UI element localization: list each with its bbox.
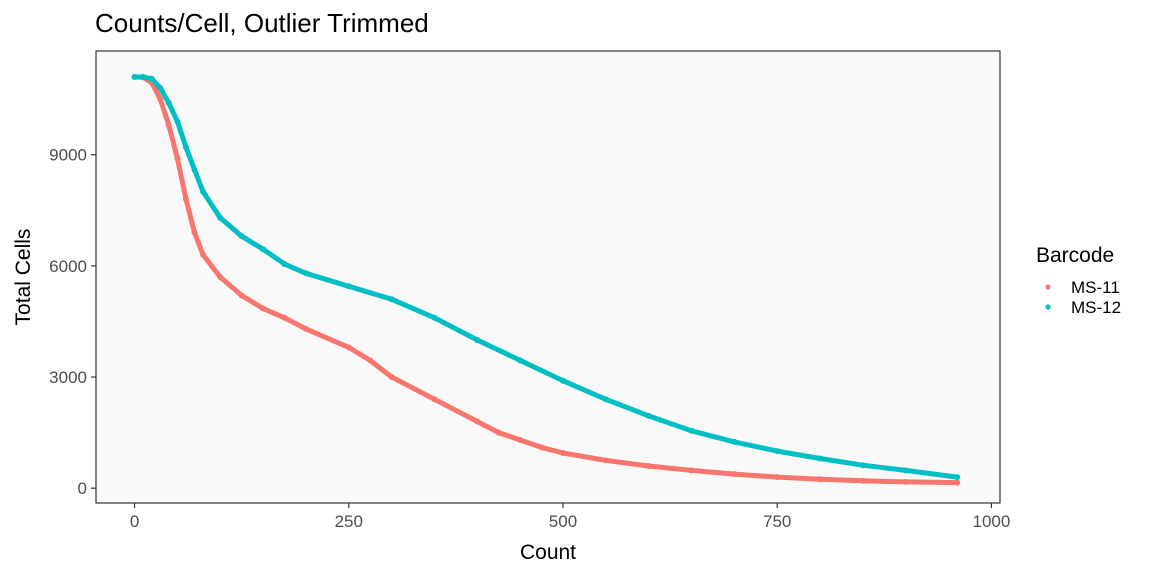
y-axis-title: Total Cells [12,229,35,326]
data-point [388,374,395,380]
data-point [645,463,652,469]
data-point [238,292,245,299]
data-point [645,412,652,419]
x-axis-title: Count [520,541,576,564]
x-axis: 0 250 500 750 1000 [130,503,1011,531]
data-point [302,270,309,277]
data-point [165,122,172,129]
data-point [191,166,198,173]
data-point [817,455,824,462]
data-point [474,418,481,425]
series-band [132,74,960,486]
data-point [174,118,181,125]
legend-label: MS-12 [1071,298,1121,317]
data-point [174,155,181,162]
data-point [538,444,545,451]
data-point [260,246,267,253]
data-point [688,467,695,474]
data-point [774,474,781,481]
data-point [954,474,961,481]
data-point [302,325,309,332]
data-point [345,344,352,351]
y-tick-label: 6000 [49,257,87,276]
data-point [191,229,198,236]
data-point [602,457,609,464]
data-point [731,438,738,445]
data-point [731,471,738,478]
data-point [157,96,164,103]
x-tick-label: 250 [335,512,363,531]
data-point [859,462,866,469]
data-point [281,314,288,321]
data-point [200,188,207,195]
data-point [183,196,189,203]
y-tick-label: 0 [78,479,87,498]
x-tick-label: 1000 [973,512,1011,531]
data-point [817,476,824,483]
data-point [200,251,207,258]
data-point [165,99,172,106]
data-point [157,85,164,91]
data-point [517,437,524,443]
plot-panel [96,51,1000,503]
data-point [560,377,566,384]
data-point [183,144,189,151]
data-point [517,357,524,364]
series-ms-12 [131,73,961,481]
y-tick-label: 9000 [49,146,87,165]
data-point [954,479,961,486]
data-point [431,396,438,403]
data-point [281,261,288,267]
data-point [431,314,438,321]
x-tick-label: 500 [549,512,577,531]
chart-title: Counts/Cell, Outlier Trimmed [95,8,429,38]
data-point [774,448,781,455]
data-point [602,396,609,403]
legend-label: MS-11 [1071,278,1120,297]
data-point [217,274,224,280]
data-point [902,478,909,485]
data-point [131,73,138,80]
series-layer [131,73,961,486]
data-point [859,477,866,484]
data-point [560,450,566,456]
legend-marker [1045,284,1051,290]
data-point [688,427,695,434]
data-point [148,75,155,82]
data-point [474,337,481,343]
data-point [902,467,909,474]
data-point [217,214,224,221]
plot-border [95,50,1001,504]
data-point [388,296,395,303]
x-tick-label: 750 [763,512,791,531]
data-point [367,357,374,364]
data-point [345,283,352,290]
y-axis: 0 3000 6000 9000 [49,146,96,498]
y-tick-label: 3000 [49,368,87,387]
legend-marker [1045,304,1051,310]
data-point [238,233,245,240]
x-tick-label: 0 [130,512,139,531]
data-point [260,305,267,312]
data-point [140,73,147,80]
legend-title: Barcode [1036,244,1114,267]
data-point [495,429,502,436]
